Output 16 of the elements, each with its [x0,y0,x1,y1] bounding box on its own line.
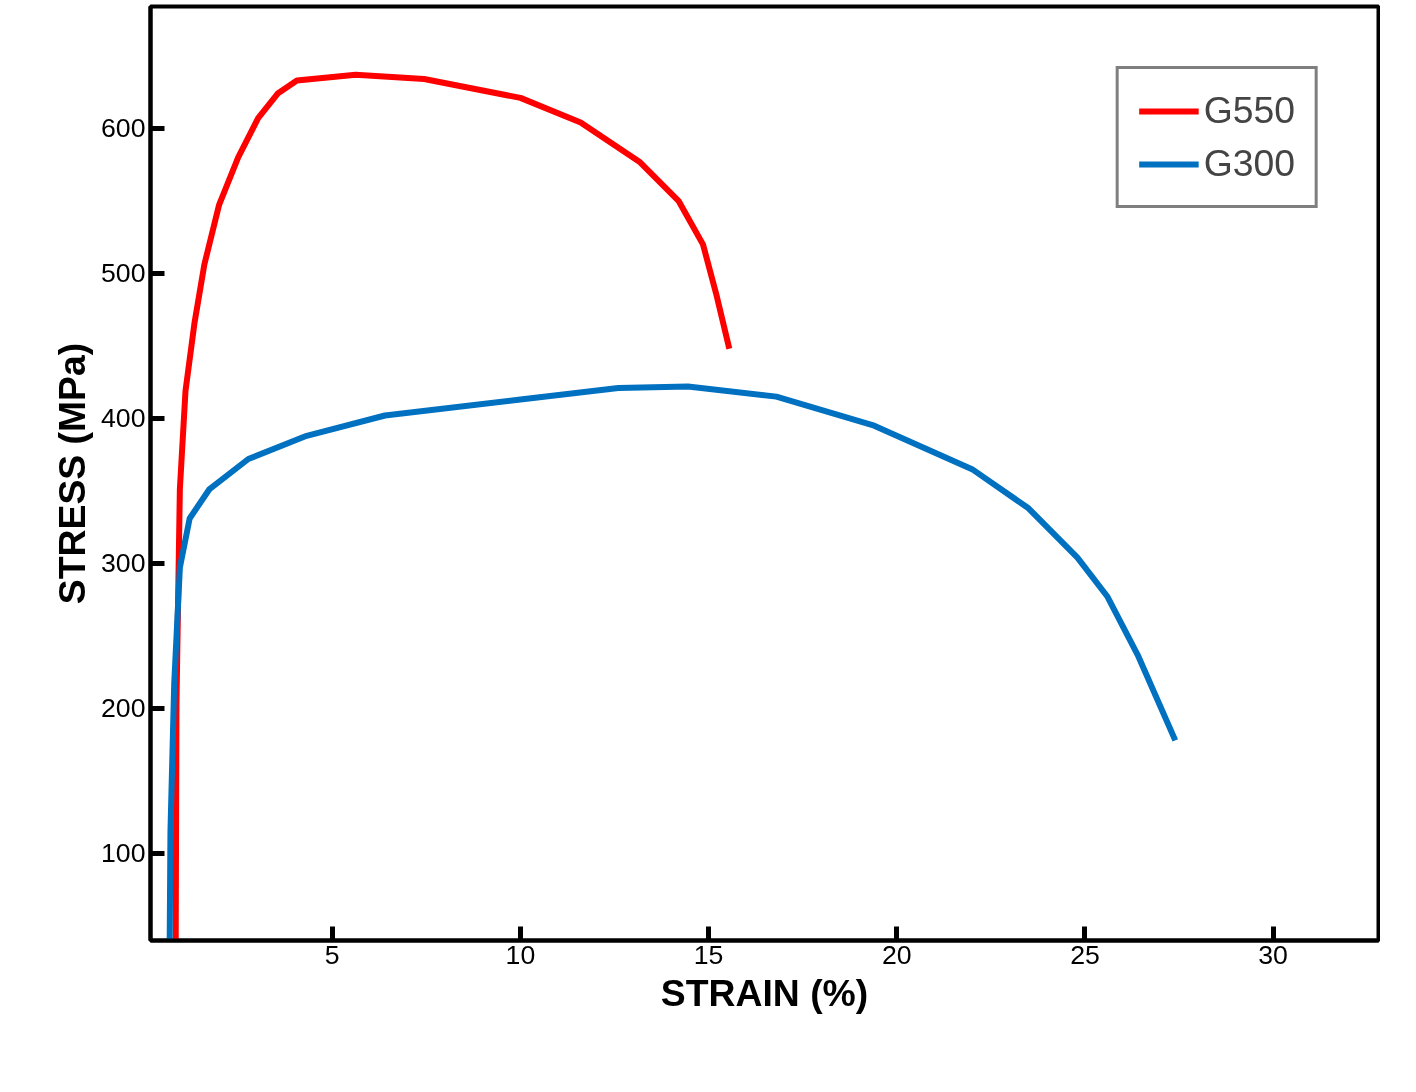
y-axis-title: STRESS (MPa) [51,342,94,605]
x-tick-label: 30 [1258,939,1288,970]
y-tick-label: 300 [101,548,146,579]
x-axis-title: STRAIN (%) [660,971,869,1014]
y-tick-label: 500 [101,258,146,289]
x-tick-label: 10 [505,939,536,970]
x-tick-label: 25 [1070,939,1100,970]
y-tick-label: 100 [101,838,146,869]
x-tick-label: 20 [881,939,912,970]
legend-label: G550 [1203,89,1295,132]
y-tick-label: 200 [101,693,146,724]
y-tick-label: 400 [101,403,146,434]
x-tick-label: 15 [693,939,724,970]
legend-label: G300 [1203,142,1295,185]
x-tick-label: 5 [324,939,340,970]
y-tick-label: 600 [101,113,146,144]
